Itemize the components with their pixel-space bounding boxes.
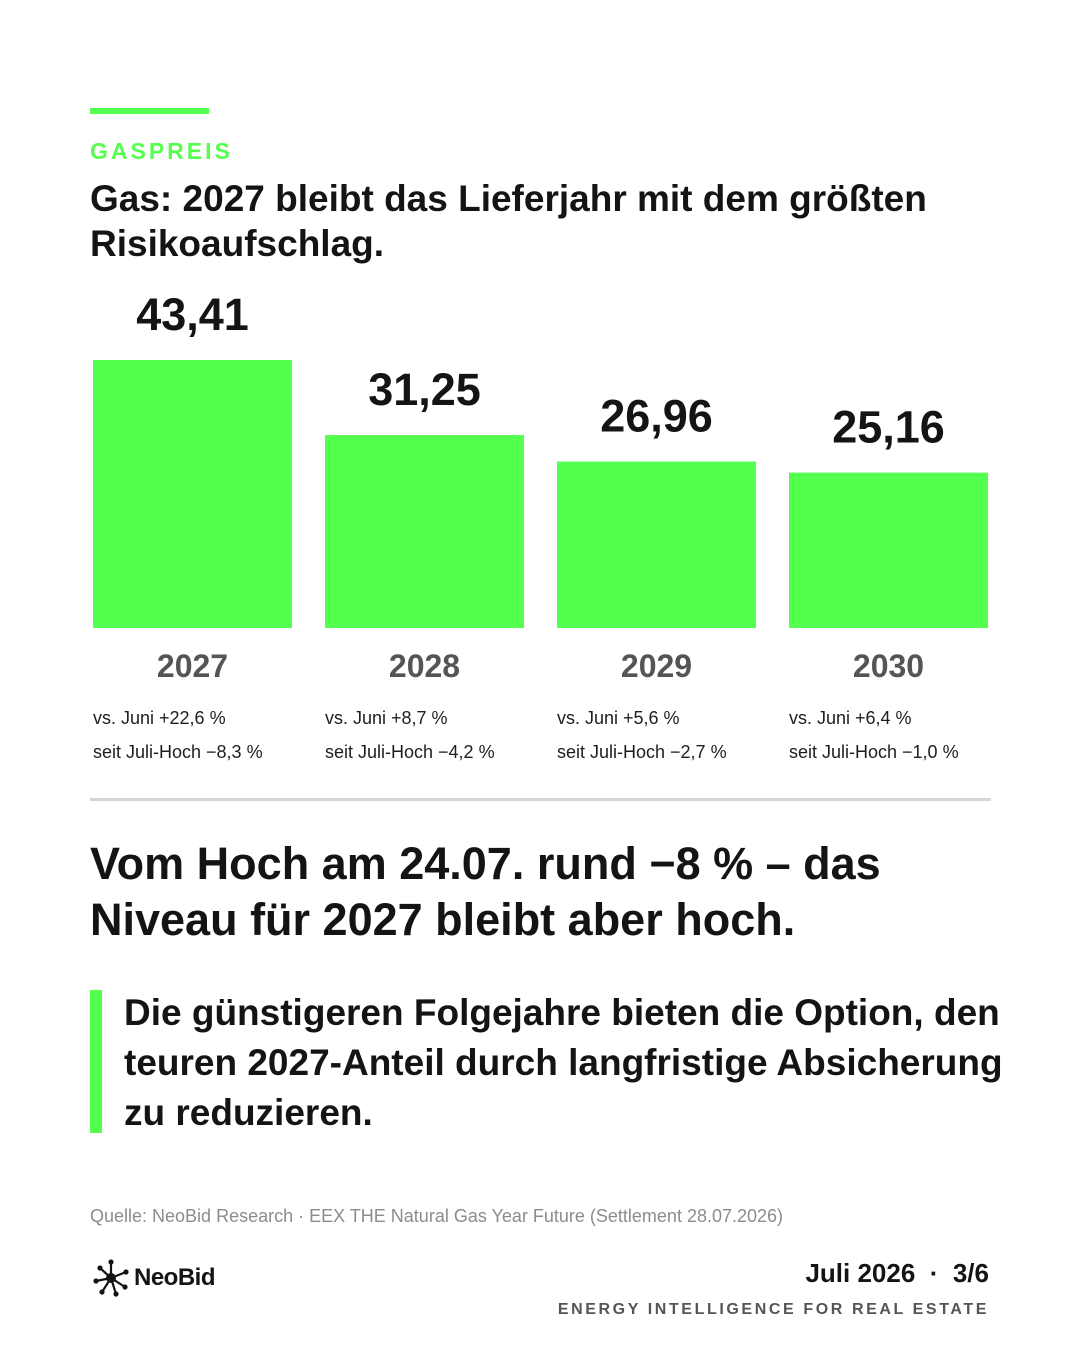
divider bbox=[90, 798, 991, 801]
accent-bar bbox=[90, 108, 209, 114]
value-label-2029: 26,96 bbox=[600, 391, 713, 442]
change-vs-june-2030: vs. Juni +6,4 % bbox=[789, 708, 912, 728]
change-since-high-2030: seit Juli-Hoch −1,0 % bbox=[789, 742, 959, 762]
quote-text: Die günstigeren Folgejahre bieten die Op… bbox=[124, 992, 1003, 1133]
value-label-2028: 31,25 bbox=[368, 364, 481, 415]
bar-2027 bbox=[93, 360, 292, 628]
bar-2029 bbox=[557, 461, 756, 628]
bar-2028 bbox=[325, 435, 524, 628]
source-note: Quelle: NeoBid Research · EEX THE Natura… bbox=[90, 1206, 784, 1226]
change-vs-june-2029: vs. Juni +5,6 % bbox=[557, 708, 680, 728]
kicker-label: GASPREIS bbox=[90, 138, 233, 164]
tagline: ENERGY INTELLIGENCE FOR REAL ESTATE bbox=[557, 1301, 989, 1318]
category-label-2028: 2028 bbox=[389, 648, 460, 684]
bar-chart: 43,41 2027 vs. Juni +22,6 % seit Juli-Hoch … bbox=[93, 289, 988, 762]
value-label-2030: 25,16 bbox=[832, 402, 945, 453]
change-since-high-2027: seit Juli-Hoch −8,3 % bbox=[93, 742, 263, 762]
change-vs-june-2028: vs. Juni +8,7 % bbox=[325, 708, 448, 728]
network-node-icon bbox=[93, 1259, 129, 1297]
headline: Vom Hoch am 24.07. rund −8 % – das Nivea… bbox=[90, 838, 881, 945]
category-label-2030: 2030 bbox=[853, 648, 924, 684]
page-info: Juli 2026 · 3/6 bbox=[805, 1258, 989, 1288]
category-label-2029: 2029 bbox=[621, 648, 692, 684]
change-since-high-2029: seit Juli-Hoch −2,7 % bbox=[557, 742, 727, 762]
category-label-2027: 2027 bbox=[157, 648, 228, 684]
change-since-high-2028: seit Juli-Hoch −4,2 % bbox=[325, 742, 495, 762]
footer-info: Juli 2026 · 3/6 ENERGY INTELLIGENCE FOR … bbox=[558, 1258, 989, 1319]
bar-2030 bbox=[789, 472, 988, 628]
quote-accent-bar bbox=[90, 990, 102, 1133]
change-vs-june-2027: vs. Juni +22,6 % bbox=[93, 708, 226, 728]
page-title: Gas: 2027 bleibt das Lieferjahr mit dem … bbox=[90, 178, 927, 264]
brand-name: NeoBid bbox=[134, 1264, 216, 1291]
value-label-2027: 43,41 bbox=[136, 289, 249, 340]
brand-logo: NeoBid bbox=[92, 1258, 216, 1298]
